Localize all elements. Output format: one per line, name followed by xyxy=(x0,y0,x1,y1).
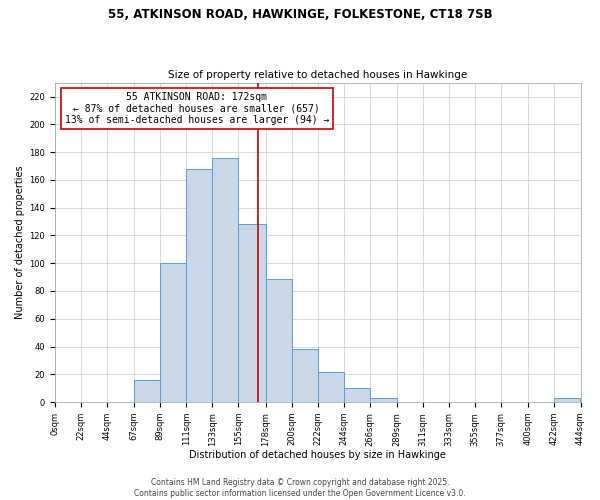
Bar xyxy=(134,380,160,402)
Bar xyxy=(186,169,212,402)
Bar xyxy=(238,224,266,402)
Bar xyxy=(370,398,397,402)
Bar xyxy=(266,278,292,402)
X-axis label: Distribution of detached houses by size in Hawkinge: Distribution of detached houses by size … xyxy=(189,450,446,460)
Bar xyxy=(344,388,370,402)
Y-axis label: Number of detached properties: Number of detached properties xyxy=(15,166,25,319)
Bar xyxy=(554,398,580,402)
Text: 55, ATKINSON ROAD, HAWKINGE, FOLKESTONE, CT18 7SB: 55, ATKINSON ROAD, HAWKINGE, FOLKESTONE,… xyxy=(107,8,493,20)
Title: Size of property relative to detached houses in Hawkinge: Size of property relative to detached ho… xyxy=(168,70,467,81)
Text: 55 ATKINSON ROAD: 172sqm
← 87% of detached houses are smaller (657)
13% of semi-: 55 ATKINSON ROAD: 172sqm ← 87% of detach… xyxy=(65,92,329,126)
Bar xyxy=(292,350,317,402)
Text: Contains HM Land Registry data © Crown copyright and database right 2025.
Contai: Contains HM Land Registry data © Crown c… xyxy=(134,478,466,498)
Bar xyxy=(212,158,238,402)
Bar xyxy=(160,263,186,402)
Bar xyxy=(317,372,344,402)
